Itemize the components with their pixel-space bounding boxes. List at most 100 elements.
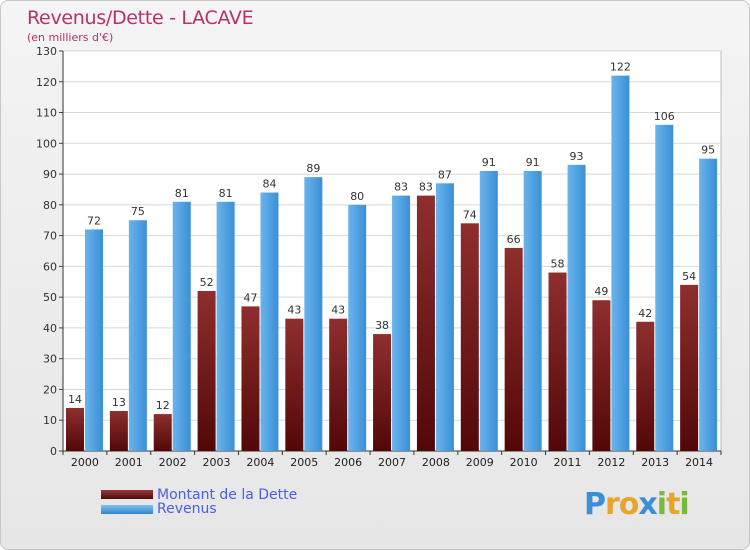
logo-letter: o: [618, 487, 640, 522]
revenue-data-label: 75: [131, 205, 145, 218]
debt-bar: [241, 306, 260, 451]
revenue-bar: [348, 204, 367, 451]
y-tick-label: 10: [43, 414, 57, 427]
revenue-bar: [479, 171, 498, 451]
y-tick-label: 50: [43, 291, 57, 304]
x-tick-label: 2013: [641, 456, 669, 469]
x-tick-label: 2006: [334, 456, 362, 469]
debt-data-label: 47: [243, 291, 257, 304]
x-tick-label: 2008: [422, 456, 450, 469]
x-tick-label: 2007: [378, 456, 406, 469]
revenue-data-label: 95: [701, 144, 715, 157]
legend-swatch-dette: [101, 490, 153, 499]
debt-data-label: 66: [507, 233, 521, 246]
debt-bar: [504, 247, 523, 451]
revenue-data-label: 89: [306, 162, 320, 175]
logo-letter: i: [679, 487, 689, 522]
x-tick-label: 2003: [203, 456, 231, 469]
debt-bar: [109, 411, 128, 451]
debt-bar: [197, 291, 216, 451]
revenue-bar: [655, 124, 674, 451]
debt-data-label: 83: [419, 181, 433, 194]
revenue-bar: [85, 229, 103, 451]
logo-letter: i: [656, 487, 667, 522]
x-tick-label: 2011: [553, 456, 581, 469]
revenue-data-label: 81: [219, 187, 233, 200]
logo-letter: x: [638, 487, 657, 522]
y-tick-label: 20: [43, 383, 57, 396]
debt-data-label: 43: [287, 304, 301, 317]
revenue-bar: [699, 158, 718, 451]
debt-bar: [285, 318, 304, 451]
plot-area: [62, 50, 722, 452]
y-tick-label: 100: [36, 137, 57, 150]
debt-bar: [416, 195, 435, 451]
y-tick-label: 30: [43, 353, 57, 366]
debt-bar: [373, 334, 392, 451]
legend-swatch-revenus: [101, 505, 153, 514]
logo-letter: P: [584, 487, 606, 522]
debt-bar: [548, 272, 567, 451]
x-tick-label: 2014: [685, 456, 713, 469]
logo-letter: t: [666, 487, 680, 522]
debt-data-label: 14: [68, 393, 82, 406]
x-tick-label: 2005: [290, 456, 318, 469]
legend-label-revenus: Revenus: [157, 501, 217, 517]
x-tick-label: 2012: [597, 456, 625, 469]
debt-data-label: 49: [594, 285, 608, 298]
debt-bar: [636, 321, 655, 451]
debt-data-label: 12: [156, 399, 170, 412]
revenue-data-label: 93: [570, 150, 584, 163]
revenue-bar: [216, 201, 235, 451]
x-tick-label: 2009: [466, 456, 494, 469]
debt-bar: [680, 284, 699, 451]
y-tick-label: 70: [43, 230, 57, 243]
revenue-bar: [435, 183, 454, 452]
y-tick-label: 40: [43, 322, 57, 335]
revenue-bar: [392, 195, 411, 451]
x-tick-label: 2004: [246, 456, 274, 469]
chart-subtitle: (en milliers d'€): [27, 31, 114, 44]
debt-data-label: 58: [551, 258, 565, 271]
revenue-bar: [523, 171, 542, 451]
revenue-data-label: 91: [482, 156, 496, 169]
y-tick-label: 110: [36, 107, 57, 120]
x-tick-label: 2010: [510, 456, 538, 469]
revenue-data-label: 81: [175, 187, 189, 200]
y-tick-label: 60: [43, 260, 57, 273]
revenue-bar: [304, 177, 323, 451]
revenue-bar: [611, 75, 630, 451]
legend-label-dette: Montant de la Dette: [157, 487, 298, 503]
debt-data-label: 43: [331, 304, 345, 317]
y-tick-label: 120: [36, 76, 57, 89]
debt-data-label: 13: [112, 396, 126, 409]
proxiti-logo: Proxiti: [584, 487, 690, 522]
revenue-data-label: 80: [350, 190, 364, 203]
x-tick-label: 2000: [71, 456, 99, 469]
debt-data-label: 42: [638, 307, 652, 320]
revenue-data-label: 122: [610, 61, 631, 74]
revenue-bar: [172, 201, 191, 451]
x-tick-label: 2002: [159, 456, 187, 469]
debt-bar: [592, 300, 611, 451]
revenue-data-label: 83: [394, 181, 408, 194]
x-tick-label: 2001: [115, 456, 143, 469]
debt-bar: [460, 223, 479, 451]
revenue-bar: [567, 164, 586, 451]
revenue-bar: [128, 220, 147, 451]
revenue-bar: [260, 192, 279, 452]
y-tick-label: 90: [43, 168, 57, 181]
debt-bar: [66, 407, 84, 451]
y-tick-label: 0: [50, 445, 57, 458]
debt-bar: [153, 414, 172, 451]
y-tick-label: 130: [36, 45, 57, 58]
logo-letter: r: [605, 487, 620, 522]
y-tick-label: 80: [43, 199, 57, 212]
debt-data-label: 52: [200, 276, 214, 289]
chart-title: Revenus/Dette - LACAVE: [27, 7, 254, 29]
revenue-data-label: 91: [526, 156, 540, 169]
debt-bar: [329, 318, 348, 451]
debt-data-label: 74: [463, 208, 477, 221]
